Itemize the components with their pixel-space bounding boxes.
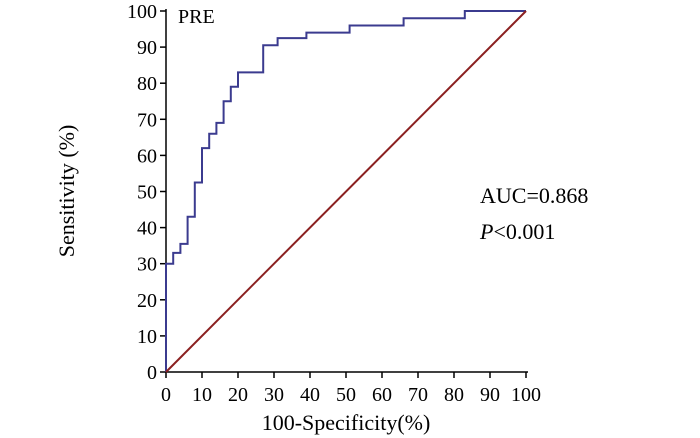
y-tick-label: 40 — [137, 218, 157, 240]
x-tick-label: 20 — [228, 384, 248, 406]
y-tick-label: 60 — [137, 145, 157, 167]
x-tick-label: 60 — [372, 384, 392, 406]
y-tick-label: 30 — [137, 254, 157, 276]
series-group — [165, 10, 527, 373]
y-tick-label: 20 — [137, 290, 157, 312]
y-tick-label: 90 — [137, 37, 157, 59]
p-value-annotation: P<0.001 — [479, 219, 555, 244]
y-tick-label: 70 — [137, 109, 157, 131]
y-ticks: 0 10 20 30 40 50 60 70 80 90 100 — [127, 1, 166, 384]
y-tick-label: 80 — [137, 73, 157, 95]
y-axis-title: Sensitivity (%) — [54, 125, 79, 258]
x-axis-title: 100-Specificity(%) — [262, 410, 431, 435]
y-tick-label: 100 — [127, 1, 157, 23]
p-symbol: P — [479, 219, 493, 244]
chart-title: PRE — [178, 6, 215, 28]
x-tick-label: 30 — [264, 384, 284, 406]
y-tick-label: 50 — [137, 182, 157, 204]
x-tick-label: 0 — [161, 384, 171, 406]
x-tick-label: 70 — [408, 384, 428, 406]
x-tick-label: 100 — [511, 384, 541, 406]
reference-diagonal-line — [165, 10, 527, 373]
x-ticks: 0 10 20 30 40 50 60 70 80 90 100 — [161, 372, 541, 406]
auc-annotation: AUC=0.868 — [480, 183, 588, 208]
x-tick-label: 80 — [444, 384, 464, 406]
x-tick-label: 40 — [300, 384, 320, 406]
x-tick-label: 50 — [336, 384, 356, 406]
x-tick-label: 10 — [192, 384, 212, 406]
y-tick-label: 0 — [147, 362, 157, 384]
y-tick-label: 10 — [137, 326, 157, 348]
roc-curve-line — [165, 10, 526, 372]
p-value: <0.001 — [493, 219, 555, 244]
x-tick-label: 90 — [480, 384, 500, 406]
